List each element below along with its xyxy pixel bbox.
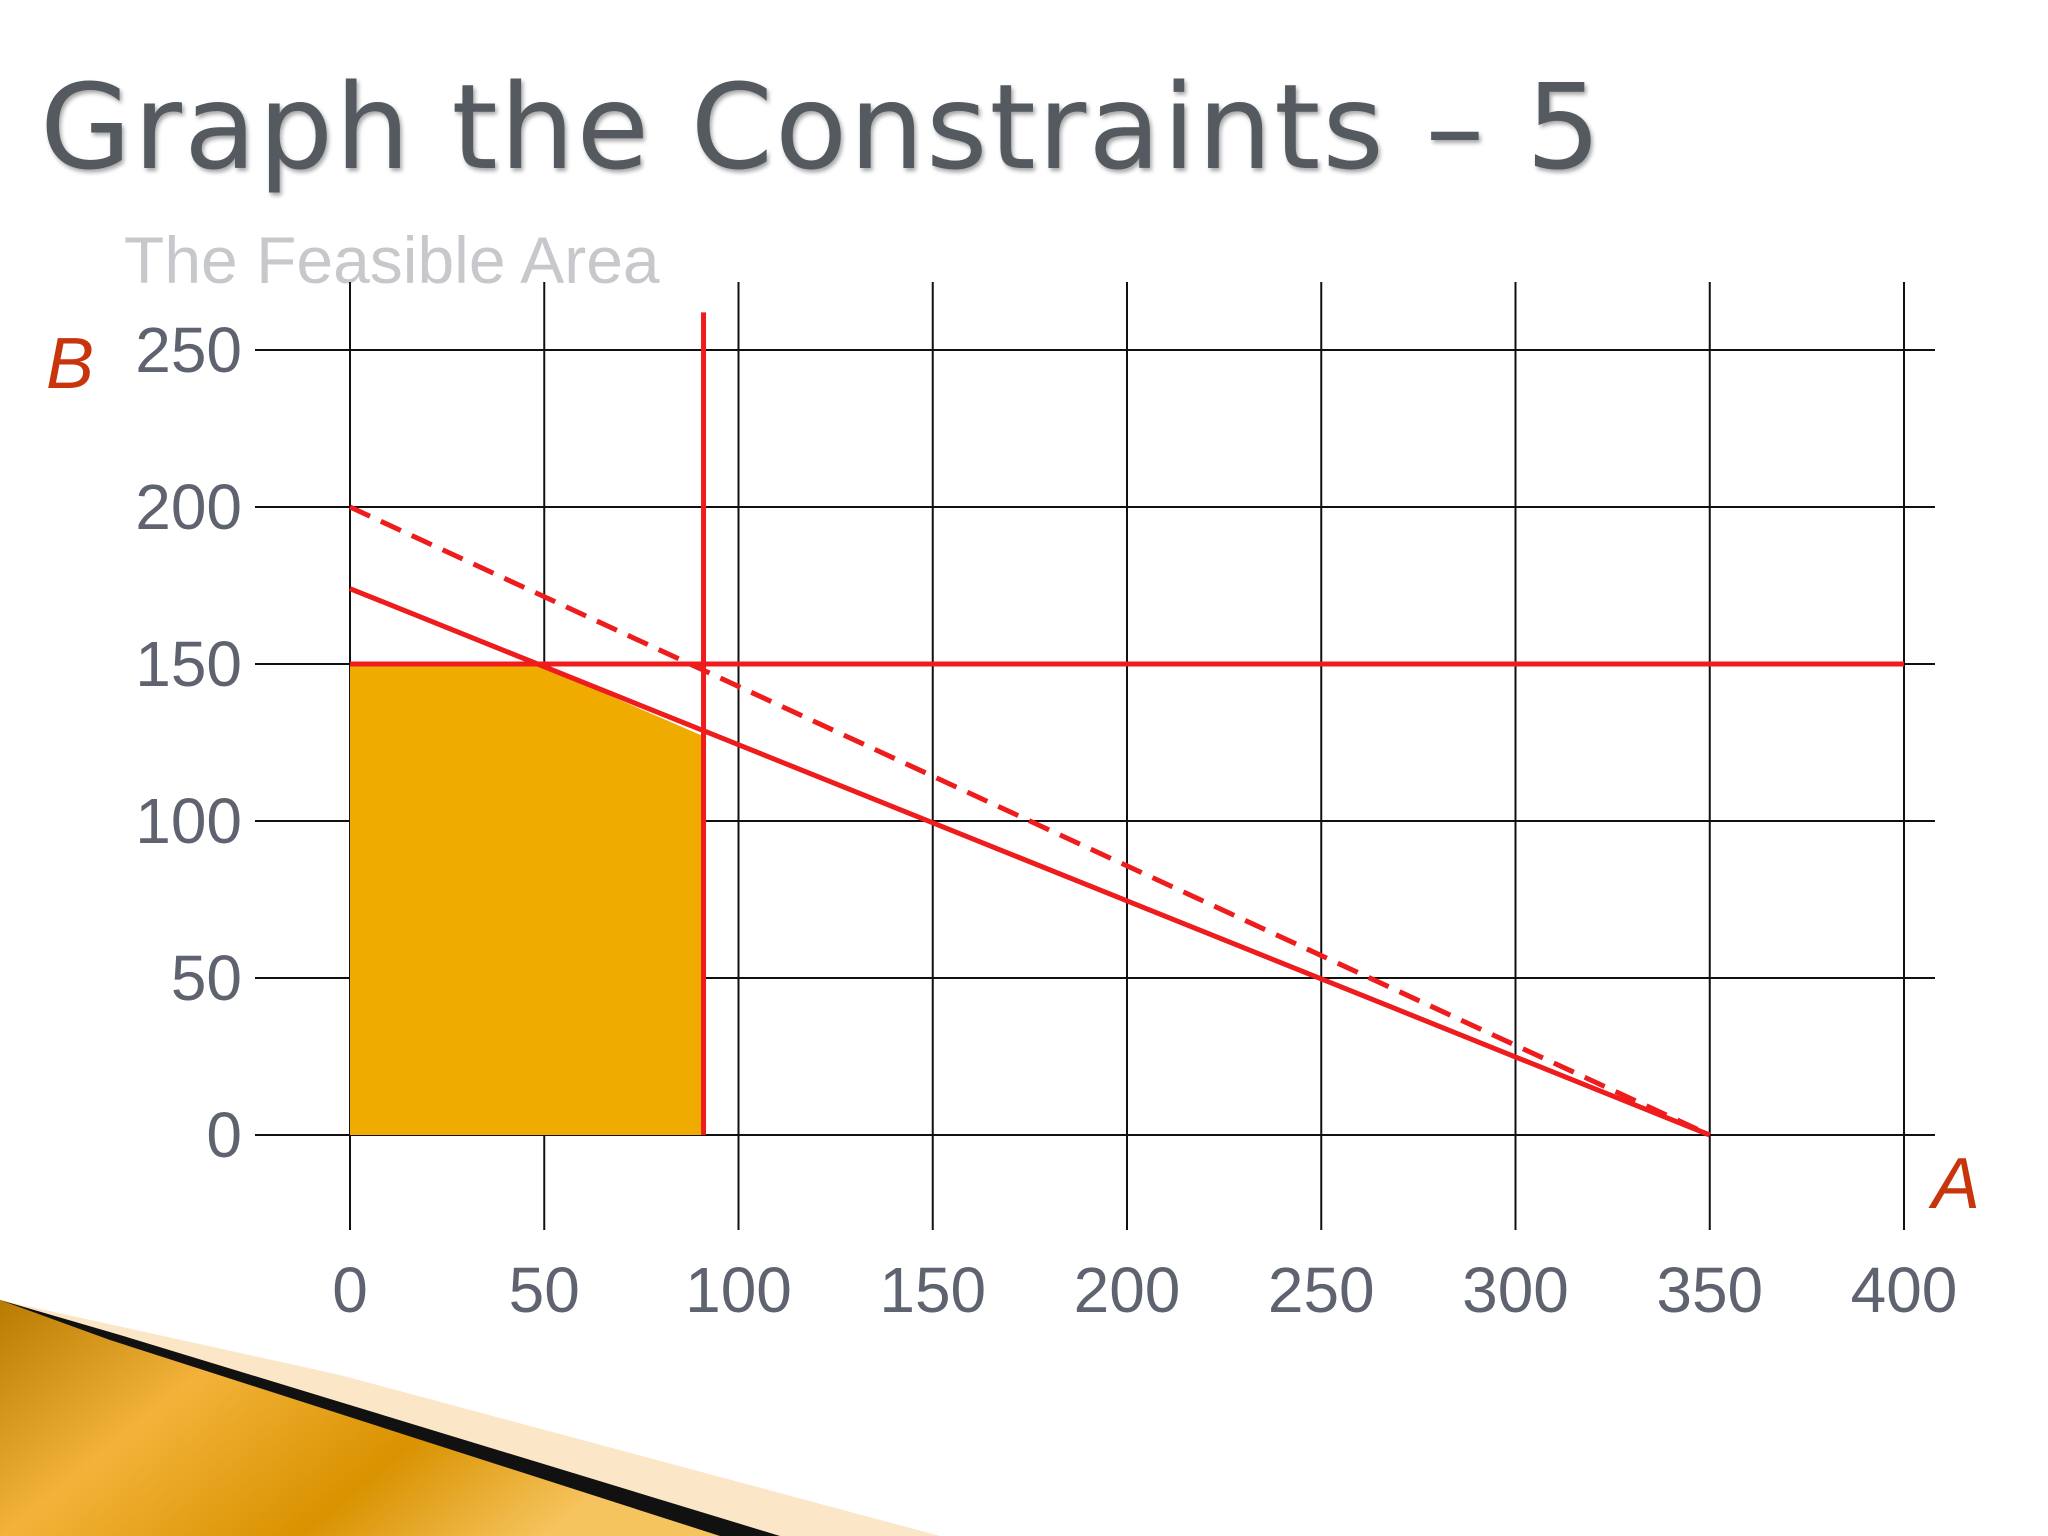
y-tick-label-200: 200 — [135, 471, 242, 543]
x-axis-label: A — [1928, 1144, 1980, 1224]
x-tick-label-250: 250 — [1268, 1254, 1375, 1326]
feasible-region-layer — [350, 664, 704, 1135]
tick-labels: 0 50 100 150 200 250 300 350 400 0 50 100 150 200 250 — [135, 314, 1957, 1326]
y-tick-label-250: 250 — [135, 314, 242, 386]
constraint-line-2 — [348, 504, 1711, 1138]
chart-subtitle: The Feasible Area — [124, 223, 660, 297]
y-tick-label-50: 50 — [171, 942, 242, 1014]
slide-title: Graph the Constraints – 5 — [40, 58, 1603, 196]
x-tick-label-0: 0 — [332, 1254, 368, 1326]
x-tick-label-300: 300 — [1462, 1254, 1569, 1326]
x-tick-label-200: 200 — [1074, 1254, 1181, 1326]
series-layer — [348, 312, 1904, 1138]
x-tick-label-400: 400 — [1851, 1254, 1958, 1326]
x-tick-label-50: 50 — [509, 1254, 580, 1326]
y-tick-label-150: 150 — [135, 628, 242, 700]
constraint-line-1 — [349, 586, 1711, 1138]
x-tick-label-150: 150 — [879, 1254, 986, 1326]
y-axis-label: B — [46, 324, 94, 404]
y-tick-label-0: 0 — [206, 1099, 242, 1171]
x-tick-label-350: 350 — [1656, 1254, 1763, 1326]
feasible-region — [350, 664, 704, 1135]
decorative-swoosh — [0, 1300, 940, 1536]
y-tick-label-100: 100 — [135, 785, 242, 857]
x-tick-label-100: 100 — [685, 1254, 792, 1326]
